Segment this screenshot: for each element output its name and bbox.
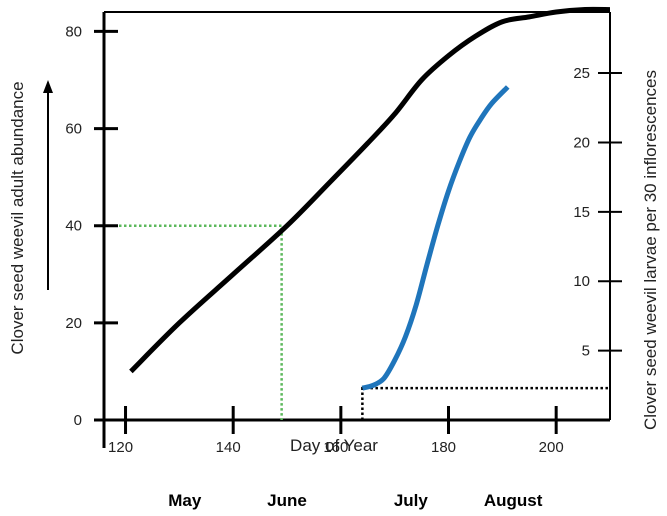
adult-abundance-line xyxy=(129,6,611,374)
month-label: August xyxy=(484,491,543,510)
x-axis-label: Day of Year xyxy=(290,436,378,455)
arrow-head xyxy=(43,80,53,93)
month-label: May xyxy=(168,491,202,510)
month-labels: May June July August xyxy=(168,491,543,510)
left-y-tick-label: 60 xyxy=(65,121,82,138)
right-y-tick-label: 20 xyxy=(573,134,590,151)
x-tick-label: 160 xyxy=(323,439,348,456)
left-y-tick-label: 0 xyxy=(74,412,82,429)
left-guide-line xyxy=(104,224,283,420)
x-tick-label: 140 xyxy=(216,439,241,456)
month-label: June xyxy=(267,491,307,510)
right-guide-line xyxy=(361,386,610,420)
x-tick-label: 200 xyxy=(539,439,564,456)
right-y-tick-label: 25 xyxy=(573,65,590,82)
right-y-tick-label: 5 xyxy=(582,343,590,360)
up-arrow-icon xyxy=(43,80,53,290)
left-y-axis-label: Clover seed weevil adult abundance xyxy=(8,81,27,354)
right-y-axis-label: Clover seed weevil larvae per 30 inflore… xyxy=(641,70,660,430)
data-series xyxy=(129,6,611,391)
right-y-tick-label: 15 xyxy=(573,204,590,221)
axis-ticks: 120 140 160 180 200 0 20 40 60 80 5 10 15 20 25 xyxy=(65,23,622,456)
left-y-tick-label: 80 xyxy=(65,23,82,40)
chart-frame xyxy=(94,11,611,448)
x-tick-label: 180 xyxy=(431,439,456,456)
x-tick-label: 120 xyxy=(108,439,133,456)
month-label: July xyxy=(394,491,429,510)
left-y-tick-label: 20 xyxy=(65,315,82,332)
larvae-line xyxy=(361,85,510,391)
left-y-tick-label: 40 xyxy=(65,218,82,235)
right-y-tick-label: 10 xyxy=(573,273,590,290)
